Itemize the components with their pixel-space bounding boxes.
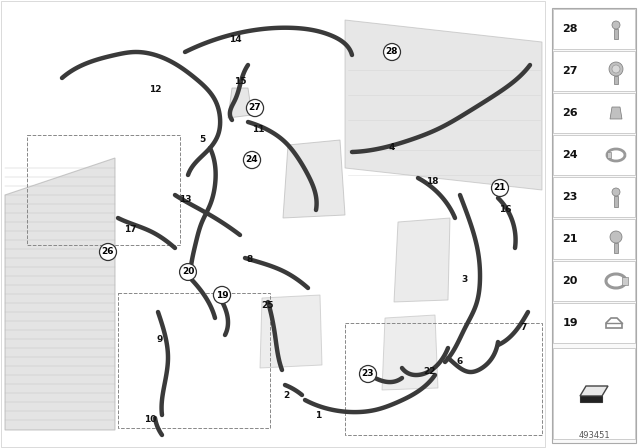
FancyBboxPatch shape: [553, 9, 635, 49]
FancyBboxPatch shape: [622, 277, 628, 285]
Polygon shape: [382, 315, 438, 390]
Text: 5: 5: [199, 135, 205, 145]
Text: 3: 3: [462, 276, 468, 284]
FancyBboxPatch shape: [614, 243, 618, 253]
Text: 16: 16: [499, 206, 511, 215]
Text: 17: 17: [124, 225, 136, 234]
Polygon shape: [610, 107, 622, 119]
Text: 22: 22: [424, 367, 436, 376]
Text: 19: 19: [562, 318, 578, 328]
Text: 4: 4: [389, 143, 395, 152]
Text: 26: 26: [562, 108, 578, 118]
Text: 2: 2: [283, 391, 289, 400]
FancyBboxPatch shape: [1, 1, 545, 447]
Polygon shape: [228, 88, 252, 118]
Text: 19: 19: [216, 290, 228, 300]
FancyBboxPatch shape: [553, 135, 635, 175]
FancyBboxPatch shape: [553, 303, 635, 343]
Text: 7: 7: [521, 323, 527, 332]
Text: 14: 14: [228, 35, 241, 44]
Circle shape: [609, 62, 623, 76]
Text: 15: 15: [234, 78, 246, 86]
Text: 8: 8: [247, 255, 253, 264]
Text: 27: 27: [563, 66, 578, 76]
Text: 21: 21: [563, 234, 578, 244]
Text: 23: 23: [563, 192, 578, 202]
Text: 11: 11: [252, 125, 264, 134]
Polygon shape: [5, 158, 115, 430]
FancyBboxPatch shape: [614, 196, 618, 207]
Text: 24: 24: [562, 150, 578, 160]
Polygon shape: [394, 218, 450, 302]
Polygon shape: [345, 20, 542, 190]
Polygon shape: [283, 140, 345, 218]
FancyBboxPatch shape: [553, 51, 635, 91]
Text: 23: 23: [362, 370, 374, 379]
Text: 6: 6: [457, 358, 463, 366]
Text: 24: 24: [246, 155, 259, 164]
Text: 25: 25: [262, 302, 275, 310]
Polygon shape: [260, 295, 322, 368]
FancyBboxPatch shape: [553, 219, 635, 259]
FancyBboxPatch shape: [614, 76, 618, 84]
Text: 10: 10: [144, 415, 156, 425]
FancyBboxPatch shape: [614, 29, 618, 39]
Circle shape: [612, 188, 620, 196]
Text: 20: 20: [563, 276, 578, 286]
Text: 28: 28: [386, 47, 398, 56]
Text: 26: 26: [102, 247, 115, 257]
Polygon shape: [580, 396, 602, 402]
FancyBboxPatch shape: [553, 261, 635, 301]
Polygon shape: [580, 386, 608, 396]
FancyBboxPatch shape: [607, 152, 611, 158]
FancyBboxPatch shape: [553, 93, 635, 133]
Text: 27: 27: [249, 103, 261, 112]
Circle shape: [612, 65, 620, 73]
Circle shape: [612, 21, 620, 29]
Text: 9: 9: [157, 336, 163, 345]
Text: 28: 28: [563, 24, 578, 34]
FancyBboxPatch shape: [552, 8, 636, 443]
Text: 1: 1: [315, 410, 321, 419]
FancyBboxPatch shape: [553, 177, 635, 217]
Text: 493451: 493451: [578, 431, 610, 440]
Text: 13: 13: [179, 195, 191, 204]
Text: 20: 20: [182, 267, 194, 276]
FancyBboxPatch shape: [553, 348, 635, 439]
Text: 12: 12: [148, 86, 161, 95]
Text: 18: 18: [426, 177, 438, 186]
Text: 21: 21: [493, 184, 506, 193]
Circle shape: [610, 231, 622, 243]
